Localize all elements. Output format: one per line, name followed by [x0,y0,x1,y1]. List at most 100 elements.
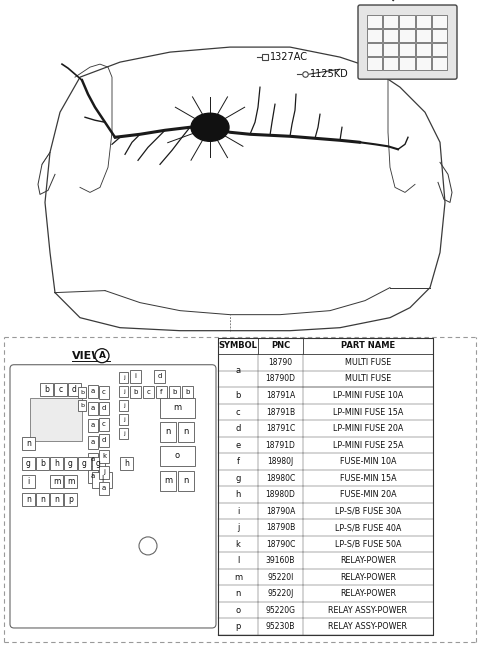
Text: LP-S/B FUSE 50A: LP-S/B FUSE 50A [335,539,401,548]
Text: m: m [67,477,74,486]
Bar [22,457,35,470]
Text: 18790D: 18790D [265,375,296,384]
Bar [383,57,398,70]
Text: b: b [172,389,177,395]
Text: MULTI FUSE: MULTI FUSE [345,375,391,384]
Bar [22,475,35,488]
Bar [399,29,415,42]
Text: j: j [122,417,124,422]
Text: RELAY-POWER: RELAY-POWER [340,573,396,581]
Bar [119,371,128,382]
Text: 18791B: 18791B [266,408,295,417]
Text: h: h [54,459,59,468]
Text: k: k [236,539,240,548]
Bar [68,382,81,396]
Text: FUSE-MIN 20A: FUSE-MIN 20A [340,490,396,499]
Text: n: n [165,427,171,436]
Text: a: a [91,439,95,445]
Text: n: n [183,427,189,436]
Text: g: g [235,474,240,483]
Text: i: i [134,373,136,379]
Circle shape [139,537,157,555]
Text: 95230B: 95230B [266,622,295,631]
Bar [64,457,77,470]
Text: o: o [235,606,240,615]
Text: n: n [54,495,59,504]
Text: 18790A: 18790A [266,506,295,516]
Bar [119,400,128,411]
Text: 39160B: 39160B [266,556,295,565]
Text: 18980C: 18980C [266,474,295,483]
Circle shape [95,349,109,362]
Text: a: a [91,422,95,428]
Text: b: b [44,385,49,394]
Text: j: j [103,470,105,475]
Text: d: d [72,385,77,394]
Bar [156,386,167,398]
Text: j: j [122,389,124,394]
Bar [92,457,105,470]
Text: LP-S/B FUSE 30A: LP-S/B FUSE 30A [335,506,401,516]
Text: a: a [102,485,106,492]
Bar [367,43,382,56]
Text: RELAY ASSY-POWER: RELAY ASSY-POWER [328,606,408,615]
Bar [22,493,35,506]
Text: LP-MINI FUSE 20A: LP-MINI FUSE 20A [333,424,403,433]
Bar [88,470,98,483]
Text: b: b [80,402,84,408]
Text: j: j [237,523,239,532]
Text: LP-MINI FUSE 15A: LP-MINI FUSE 15A [333,408,403,417]
Ellipse shape [191,113,229,141]
Text: a: a [91,474,95,479]
Text: f: f [237,457,240,466]
Text: 95220J: 95220J [267,589,294,598]
Text: a: a [91,405,95,412]
Text: m: m [164,476,172,485]
Text: m: m [53,477,60,486]
Bar [160,398,195,418]
Bar [130,386,141,398]
Bar [178,422,194,442]
Text: 1327AC: 1327AC [270,52,308,62]
Bar [119,386,128,397]
Text: c: c [59,385,62,394]
Bar [54,382,67,396]
Bar [50,457,63,470]
Text: g: g [68,459,73,468]
Bar [99,418,109,431]
Bar [50,475,63,488]
Bar [178,471,194,491]
Text: RELAY-POWER: RELAY-POWER [340,556,396,565]
Bar [120,457,133,470]
Text: 18790: 18790 [268,358,293,367]
Text: d: d [102,437,106,443]
Text: MULTI FUSE: MULTI FUSE [345,358,391,367]
Text: SYMBOL: SYMBOL [218,342,257,350]
Bar [92,472,112,488]
Text: 1125KD: 1125KD [310,69,349,79]
Bar [99,450,109,463]
Bar [432,29,447,42]
Bar [154,370,165,382]
Bar [99,482,109,495]
Text: c: c [102,421,106,427]
Text: l: l [237,556,239,565]
Text: 18790B: 18790B [266,523,295,532]
Bar [182,386,193,398]
Bar [64,493,77,506]
Bar [383,15,398,28]
Text: 95220G: 95220G [265,606,296,615]
Text: p: p [235,622,240,631]
Bar [416,57,431,70]
Bar [88,436,98,449]
Text: 18791C: 18791C [266,424,295,433]
FancyBboxPatch shape [10,365,216,628]
Text: n: n [26,495,31,504]
Bar [399,15,415,28]
Text: j: j [122,375,124,380]
Bar [367,57,382,70]
Bar [383,29,398,42]
Bar [99,466,109,479]
Bar [367,29,382,42]
Text: 18791A: 18791A [266,391,295,400]
